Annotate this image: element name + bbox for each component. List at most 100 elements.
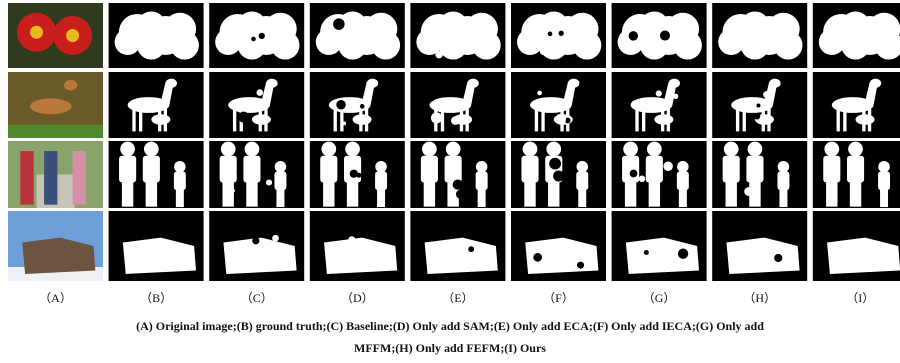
grass xyxy=(8,125,103,138)
cell xyxy=(209,211,304,281)
mask-error xyxy=(533,253,542,262)
mask-error xyxy=(549,158,561,170)
mask-legs xyxy=(625,181,636,206)
mask-error xyxy=(348,236,355,243)
mask-head xyxy=(769,79,780,88)
mask-head xyxy=(647,142,662,157)
mask-leg xyxy=(736,108,739,131)
cell xyxy=(109,3,204,68)
mask-error xyxy=(752,46,760,54)
mask-error xyxy=(744,187,753,196)
mask-error xyxy=(739,180,745,186)
mask-leg xyxy=(837,108,840,131)
mask-torso xyxy=(723,156,740,183)
mask-head xyxy=(476,161,488,173)
mask-blob xyxy=(439,31,468,60)
mask-head xyxy=(321,142,336,157)
mask-error xyxy=(259,33,265,39)
mask-head xyxy=(878,161,890,173)
mask-legs xyxy=(779,189,787,207)
mask-head xyxy=(824,142,839,157)
column-label: （E） xyxy=(442,291,473,305)
person xyxy=(44,151,57,205)
cell xyxy=(8,3,103,68)
cell xyxy=(813,141,900,208)
mask-error xyxy=(361,172,372,183)
cell xyxy=(209,3,304,68)
mask-error xyxy=(754,113,761,120)
mask-head xyxy=(669,79,680,88)
cell xyxy=(410,141,505,208)
mask-error xyxy=(644,250,649,255)
cell xyxy=(712,3,807,68)
mask-head xyxy=(446,142,461,157)
column-label: （A） xyxy=(39,291,72,305)
mask-legs xyxy=(726,181,737,206)
caption-line: (A) Original image;(B) ground truth;(C) … xyxy=(136,319,764,333)
mask-torso xyxy=(847,156,864,183)
cell xyxy=(8,141,103,208)
mask-leg xyxy=(843,108,846,131)
mask-error xyxy=(333,18,345,30)
cell xyxy=(410,211,505,281)
mask-fawn xyxy=(654,114,673,125)
cell xyxy=(310,211,405,281)
mask-error xyxy=(363,23,371,31)
mask-error xyxy=(631,101,637,107)
cell xyxy=(612,141,707,208)
mask-error xyxy=(456,190,465,199)
cell xyxy=(813,72,900,138)
mask-torso xyxy=(746,156,763,183)
mask-blob xyxy=(271,31,300,60)
mask-error xyxy=(238,112,249,123)
column-label: （C） xyxy=(241,291,273,305)
mask-torso xyxy=(143,156,160,183)
mask-error xyxy=(251,37,256,42)
mask-legs xyxy=(578,189,586,207)
column-label: （H） xyxy=(743,291,776,305)
cell xyxy=(209,141,304,208)
mask-fawn xyxy=(856,114,875,125)
mask-torso xyxy=(119,156,136,183)
mask-error xyxy=(741,25,751,35)
person xyxy=(73,151,86,205)
mask-legs xyxy=(377,189,385,207)
column-label: （D） xyxy=(341,291,374,305)
mask-legs xyxy=(122,181,133,206)
deer xyxy=(30,98,72,114)
mask-head xyxy=(778,161,790,173)
mask-head xyxy=(266,79,277,88)
mask-torso xyxy=(174,171,186,190)
mask-error xyxy=(573,244,578,249)
mask-error xyxy=(237,169,241,173)
mask-error xyxy=(577,262,584,269)
mask-error xyxy=(453,179,463,189)
mask-torso xyxy=(421,156,438,183)
mask-blob xyxy=(115,29,141,55)
mask-torso xyxy=(445,156,462,183)
cell xyxy=(511,211,606,281)
mask-head xyxy=(467,79,478,88)
mask-head xyxy=(174,161,186,173)
mask-torso xyxy=(375,171,387,190)
mask-blob xyxy=(841,31,870,60)
mask-legs xyxy=(524,181,535,206)
mask-head xyxy=(623,142,638,157)
deer-head xyxy=(64,80,77,91)
mask-torso xyxy=(677,171,689,190)
mask-error xyxy=(643,241,650,248)
cell xyxy=(410,72,505,138)
mask-head xyxy=(848,142,863,157)
mask-torso xyxy=(823,156,840,183)
mask-head xyxy=(275,161,287,173)
mask-error xyxy=(435,51,443,59)
cell xyxy=(612,211,707,281)
cell xyxy=(109,141,204,208)
mask-blob xyxy=(573,31,602,60)
mask-torso xyxy=(576,171,588,190)
mask-blob xyxy=(517,29,543,55)
mask-legs xyxy=(649,181,660,206)
mask-error xyxy=(360,104,365,109)
mask-blob xyxy=(170,31,199,60)
mask-blob xyxy=(718,29,744,55)
